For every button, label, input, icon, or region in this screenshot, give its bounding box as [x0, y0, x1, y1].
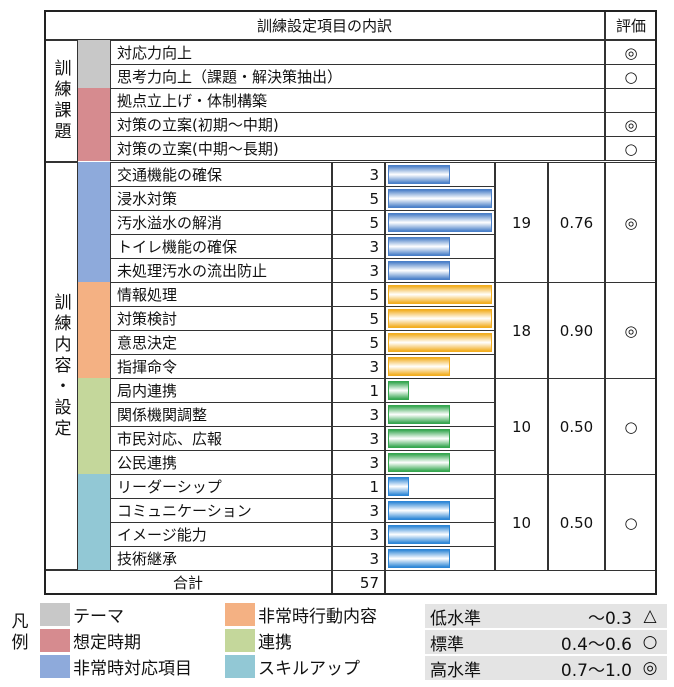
category-strip	[78, 64, 110, 89]
bar	[388, 357, 451, 376]
bar	[388, 285, 492, 304]
bar	[388, 165, 451, 184]
bar	[388, 333, 492, 352]
bar	[388, 453, 451, 472]
level-symbol: ◎	[642, 658, 658, 678]
bar	[388, 261, 451, 280]
bar	[388, 213, 492, 232]
level-row	[425, 630, 667, 654]
bar	[388, 501, 451, 520]
legend-swatch	[225, 629, 255, 652]
level-symbol: △	[643, 606, 657, 626]
level-symbol: ○	[642, 632, 658, 652]
level-name: 低水準	[430, 608, 481, 629]
category-strip	[78, 40, 110, 65]
bar	[388, 429, 451, 448]
legend-text: 想定時期	[73, 633, 141, 653]
category-strip	[78, 112, 110, 137]
bar	[388, 477, 409, 496]
bar	[388, 309, 492, 328]
bar	[388, 189, 492, 208]
bar	[388, 405, 451, 424]
table-border	[44, 10, 657, 595]
level-name: 標準	[430, 634, 464, 655]
bar	[388, 381, 409, 400]
level-name: 高水準	[430, 660, 481, 681]
category-strip	[78, 88, 110, 113]
legend-text: 非常時行動内容	[258, 607, 377, 627]
legend-swatch	[225, 655, 255, 678]
legend-text: 連携	[258, 633, 292, 653]
legend-swatch	[40, 655, 70, 678]
legend-text: スキルアップ	[258, 659, 360, 679]
category-strip	[78, 378, 110, 474]
level-range: 0.7～1.0	[560, 660, 632, 681]
category-strip	[78, 282, 110, 378]
item: 対策の立案(中期～長期)	[110, 136, 605, 161]
level-row	[425, 656, 667, 680]
bar	[388, 237, 451, 256]
bar	[388, 549, 451, 568]
category-strip	[78, 162, 110, 282]
legend-label: 凡例	[7, 612, 28, 654]
legend-swatch	[40, 603, 70, 626]
category-strip	[78, 474, 110, 570]
bar	[388, 525, 451, 544]
legend-swatch	[225, 603, 255, 626]
level-range: ～0.3	[587, 608, 632, 629]
level-range: 0.4～0.6	[560, 634, 632, 655]
legend-text: テーマ	[73, 607, 124, 627]
legend-swatch	[40, 629, 70, 652]
category-strip	[78, 136, 110, 161]
level-row	[425, 604, 667, 628]
legend-text: 非常時対応項目	[73, 659, 192, 679]
